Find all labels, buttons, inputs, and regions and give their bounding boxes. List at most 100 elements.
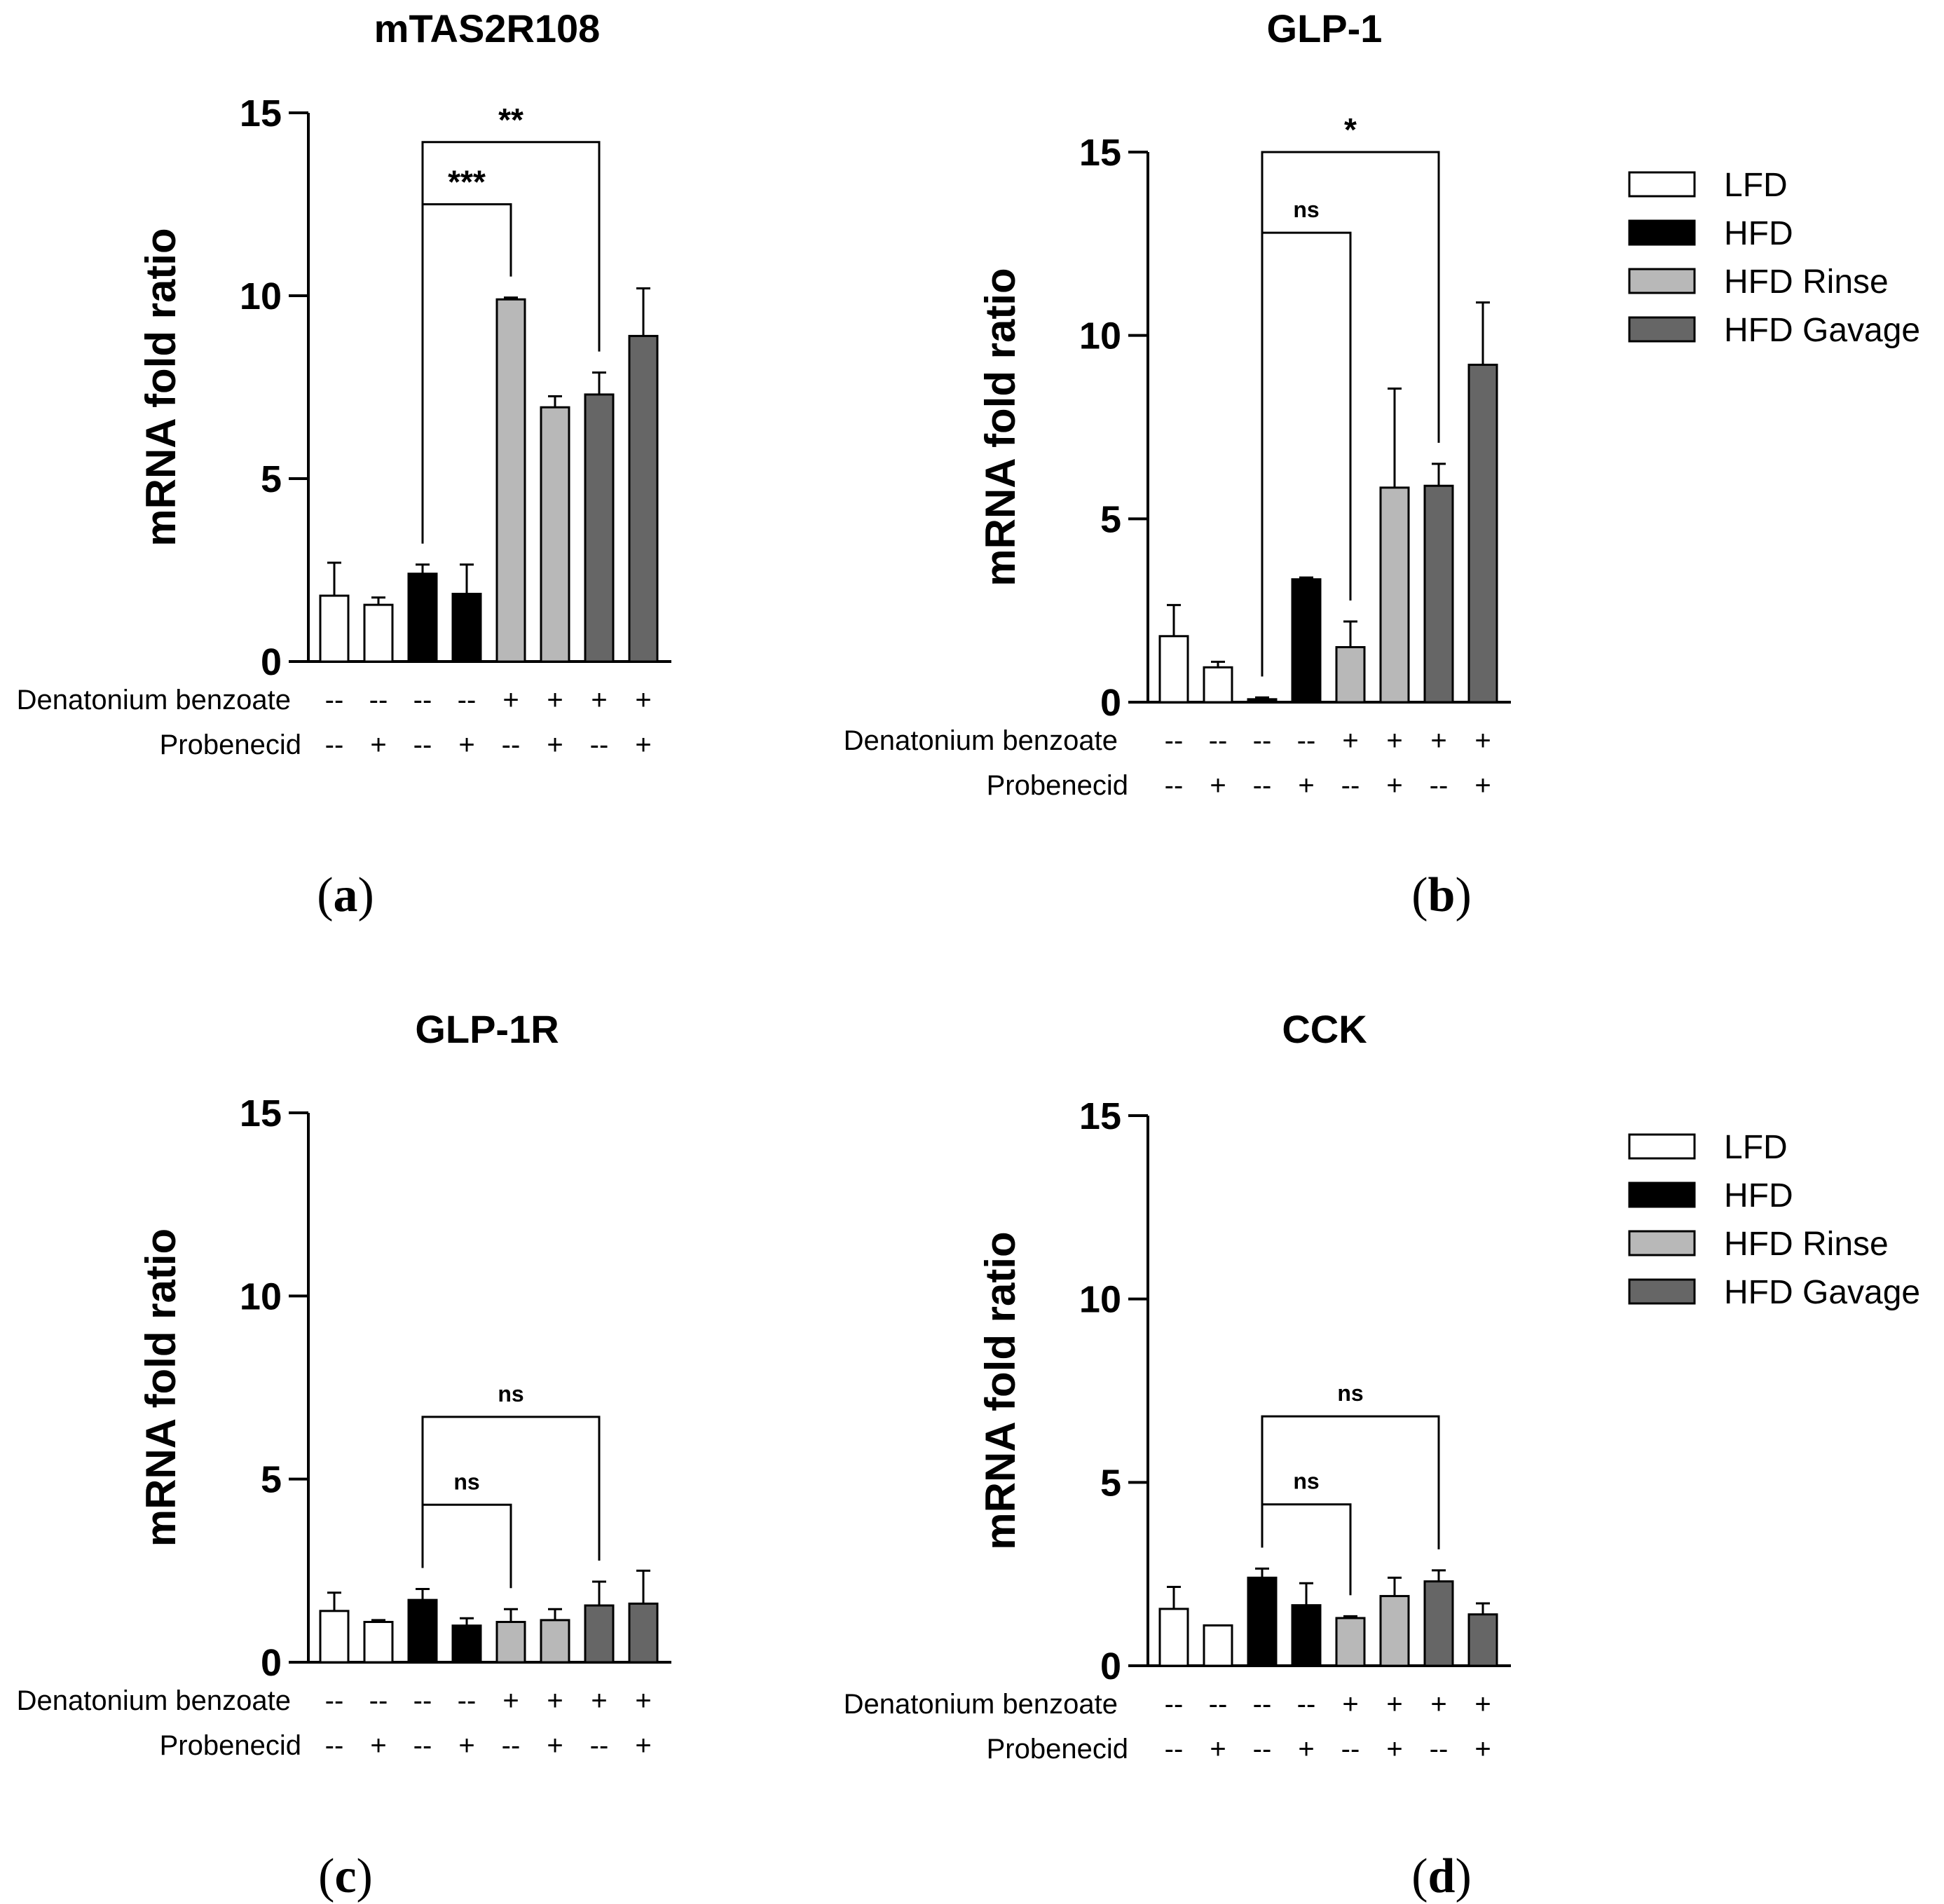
bar-6 [540, 406, 570, 663]
bar-5 [495, 1621, 526, 1664]
y-tick-label: 15 [240, 1093, 282, 1135]
condition-label-probenecid: Probenecid [987, 770, 1128, 801]
denatonium-sign: + [502, 685, 519, 715]
denatonium-sign: + [635, 685, 651, 715]
chart-title: GLP-1 [1267, 6, 1383, 50]
probenecid-sign: + [1298, 770, 1314, 801]
bar-7 [1423, 1580, 1454, 1667]
y-tick-label: 10 [240, 1275, 282, 1317]
y-tick-label: 0 [1100, 682, 1121, 724]
bar-5 [1335, 646, 1366, 704]
probenecid-sign: -- [502, 1730, 521, 1761]
legend-swatch [1628, 171, 1696, 198]
denatonium-sign: + [1342, 725, 1358, 756]
condition-label-denatonium: Denatonium benzoate [17, 1685, 291, 1716]
bar-4 [451, 1624, 482, 1664]
significance-label-2: ns [498, 1381, 523, 1406]
denatonium-sign: -- [1297, 1689, 1316, 1720]
bar-1 [1158, 1608, 1189, 1667]
legend-label: HFD Rinse [1724, 263, 1889, 301]
denatonium-sign: + [502, 1685, 519, 1716]
probenecid-sign: + [1210, 1734, 1226, 1765]
probenecid-sign: -- [1165, 1734, 1184, 1765]
denatonium-sign: -- [325, 1685, 344, 1716]
probenecid-sign: -- [590, 730, 609, 760]
denatonium-sign: + [1430, 725, 1446, 756]
probenecid-sign: + [458, 730, 474, 760]
panel-label: (c) [318, 1849, 373, 1903]
denatonium-sign: + [547, 685, 563, 715]
y-tick-label: 0 [1100, 1645, 1121, 1687]
significance-label-1: *** [448, 164, 486, 200]
condition-label-denatonium: Denatonium benzoate [17, 685, 291, 715]
probenecid-sign: -- [1253, 770, 1272, 801]
probenecid-sign: -- [502, 730, 521, 760]
denatonium-sign: -- [1253, 725, 1272, 756]
denatonium-sign: -- [369, 1685, 388, 1716]
panel-label: (b) [1411, 868, 1472, 922]
probenecid-sign: + [1210, 770, 1226, 801]
y-tick-label: 10 [240, 275, 282, 317]
legend-swatch [1628, 268, 1696, 294]
significance-bracket-1 [421, 1503, 512, 1589]
denatonium-sign: + [1430, 1689, 1446, 1720]
legend-swatch [1628, 1133, 1696, 1160]
probenecid-sign: + [370, 1730, 386, 1761]
significance-label-1: ns [1293, 1469, 1319, 1494]
bar-8 [628, 334, 659, 663]
probenecid-sign: -- [1341, 770, 1360, 801]
bar-5 [1335, 1617, 1366, 1667]
bar-6 [540, 1619, 570, 1664]
legend-swatch [1628, 219, 1696, 246]
bar-4 [1291, 578, 1322, 704]
bar-2 [1203, 1624, 1233, 1667]
significance-bracket-2 [1261, 1415, 1440, 1549]
bar-3 [407, 1598, 438, 1664]
probenecid-sign: -- [1253, 1734, 1272, 1765]
probenecid-sign: -- [325, 730, 344, 760]
legend-swatch [1628, 1182, 1696, 1208]
chart-panel-4: CCK mRNA fold ratio 0 5 10 15 ns ns Denatonium b… [844, 1007, 1511, 1903]
bar-3 [1247, 698, 1278, 704]
chart-title: GLP-1R [415, 1007, 559, 1051]
legend-label: HFD Gavage [1724, 312, 1920, 349]
bar-7 [584, 393, 615, 663]
denatonium-sign: -- [1165, 1689, 1184, 1720]
legend-label: HFD Gavage [1724, 1274, 1920, 1311]
significance-label-2: ns [1337, 1381, 1363, 1406]
bar-6 [1379, 486, 1410, 704]
significance-bracket-2 [1261, 151, 1440, 677]
condition-label-probenecid: Probenecid [987, 1734, 1128, 1765]
significance-label-1: ns [453, 1469, 479, 1494]
legend-label: LFD [1724, 167, 1788, 204]
y-axis-label: mRNA fold ratio [977, 1231, 1024, 1549]
y-axis-label: mRNA fold ratio [137, 228, 184, 546]
denatonium-sign: + [1342, 1689, 1358, 1720]
bar-1 [319, 1610, 350, 1664]
significance-label-2: ** [498, 102, 523, 138]
bar-5 [495, 298, 526, 663]
chart-panel-2: GLP-1 mRNA fold ratio 0 5 10 15 ns * Denatonium … [844, 6, 1511, 922]
legend-label: HFD [1724, 1177, 1793, 1214]
probenecid-sign: + [1386, 770, 1402, 801]
legend-label: HFD [1724, 215, 1793, 252]
denatonium-sign: + [547, 1685, 563, 1716]
probenecid-sign: -- [1341, 1734, 1360, 1765]
y-tick-label: 15 [240, 93, 282, 135]
denatonium-sign: + [1386, 725, 1402, 756]
legend-swatch [1628, 316, 1696, 343]
chart-title: mTAS2R108 [374, 6, 601, 50]
denatonium-sign: + [1386, 1689, 1402, 1720]
bar-1 [1158, 635, 1189, 704]
legend-label: HFD Rinse [1724, 1226, 1889, 1263]
bar-2 [363, 603, 394, 663]
probenecid-sign: -- [325, 1730, 344, 1761]
probenecid-sign: + [635, 1730, 651, 1761]
chart-panel-3: GLP-1R mRNA fold ratio 0 5 10 15 ns ns Denatoniu… [17, 1007, 671, 1903]
y-tick-label: 5 [1100, 1462, 1121, 1504]
bar-6 [1379, 1595, 1410, 1667]
legend-2: LFD HFD HFD Rinse HFD Gavage [1628, 1129, 1920, 1311]
denatonium-sign: + [591, 685, 607, 715]
